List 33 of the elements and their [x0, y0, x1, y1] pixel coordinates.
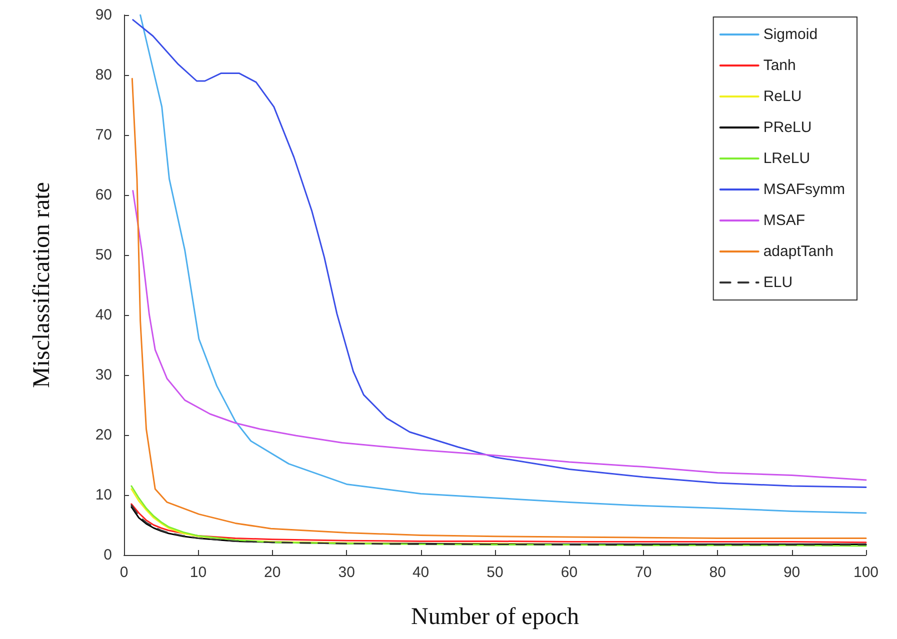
x-tick-label: 40 [412, 564, 430, 581]
x-tick-label: 100 [853, 564, 879, 581]
legend-label: ReLU [763, 88, 802, 105]
legend-label: ELU [763, 274, 793, 291]
line-series [131, 78, 867, 539]
y-axis-title: Misclassification rate [29, 182, 55, 388]
y-tick-label: 0 [104, 546, 112, 564]
x-tick-label: 80 [709, 564, 726, 581]
legend-label: LReLU [763, 150, 810, 167]
y-tick-label: 50 [95, 246, 112, 264]
x-tick-label: 50 [486, 564, 504, 581]
x-tick-label: 30 [338, 564, 355, 581]
y-tick-label: 70 [95, 126, 112, 144]
x-tick-label: 0 [120, 564, 128, 581]
x-tick-label: 20 [264, 564, 281, 581]
legend-label: MSAF [763, 212, 806, 229]
y-tick-label: 60 [95, 186, 112, 204]
x-axis-title: Number of epoch [411, 604, 579, 630]
x-tick-label: 60 [560, 564, 578, 581]
y-tick-label: 90 [95, 6, 112, 24]
legend-label: Tanh [763, 57, 796, 74]
legend-label: PReLU [763, 119, 812, 136]
x-tick-label: 10 [190, 564, 207, 581]
x-tick-label: 90 [783, 564, 800, 581]
legend-label: MSAFsymm [763, 181, 846, 198]
y-tick-label: 30 [95, 366, 112, 384]
y-tick-label: 40 [95, 306, 112, 324]
legend-label: Sigmoid [763, 26, 818, 43]
y-tick-label: 20 [95, 426, 112, 444]
y-tick-label: 10 [95, 486, 112, 504]
legend-label: adaptTanh [763, 243, 834, 260]
y-tick-label: 80 [95, 66, 112, 84]
x-tick-label: 70 [635, 564, 652, 581]
